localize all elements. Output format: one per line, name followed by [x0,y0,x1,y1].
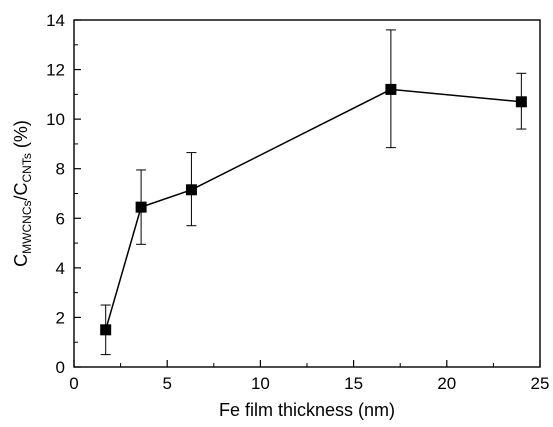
y-label-sub2: CNTs [20,153,34,182]
y-label-sub1: MWCNCs [20,201,34,254]
y-label-suffix: (%) [11,120,31,153]
y-tick-label: 6 [56,209,65,228]
data-point [185,184,197,196]
x-tick-label: 0 [69,374,78,393]
data-point [385,83,397,95]
y-label-prefix: C [11,254,31,267]
y-tick-label: 0 [56,358,65,377]
data-point [515,96,527,108]
y-tick-label: 12 [46,61,65,80]
y-tick-label: 14 [46,11,65,30]
series-line [104,88,522,331]
y-tick-label: 8 [56,160,65,179]
series-group [100,29,527,356]
x-axis-ticks: 0 5 10 15 20 25 [69,360,549,393]
y-axis-label: CMWCNCs/CCNTs (%) [11,120,34,267]
plot-frame [73,19,541,368]
x-tick-label: 15 [344,374,363,393]
x-tick-label: 25 [531,374,550,393]
x-axis-label: Fe film thickness (nm) [219,400,395,420]
y-label-sep: /C [11,183,31,201]
y-axis-ticks: 0 2 4 6 8 10 12 14 [46,11,81,377]
y-tick-label: 2 [56,308,65,327]
data-point [100,324,112,336]
x-tick-label: 20 [437,374,456,393]
x-tick-label: 5 [162,374,171,393]
y-tick-label: 10 [46,110,65,129]
data-point [135,201,147,213]
x-tick-label: 10 [251,374,270,393]
y-tick-label: 4 [56,259,65,278]
